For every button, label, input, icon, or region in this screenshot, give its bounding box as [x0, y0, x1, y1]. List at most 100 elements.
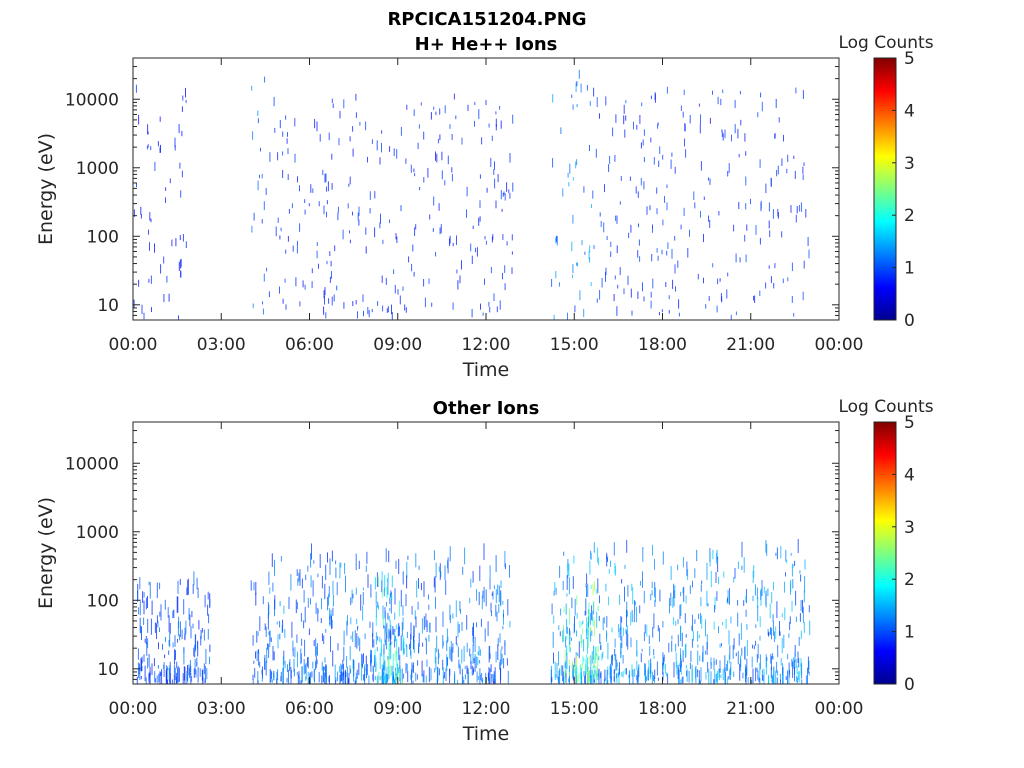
count-mark: [269, 668, 271, 683]
count-mark: [635, 186, 637, 194]
count-mark: [563, 670, 565, 676]
count-mark: [451, 647, 453, 662]
count-mark: [554, 661, 556, 678]
count-mark: [354, 630, 356, 648]
count-mark: [659, 627, 660, 642]
count-mark: [482, 677, 484, 683]
count-mark: [594, 669, 596, 676]
count-mark: [363, 674, 364, 681]
count-mark: [284, 629, 286, 638]
count-mark: [406, 663, 408, 671]
count-mark: [696, 549, 698, 562]
count-mark: [179, 235, 181, 241]
count-mark: [596, 97, 598, 107]
count-mark: [714, 669, 716, 684]
count-mark: [304, 664, 306, 674]
count-mark: [657, 677, 659, 681]
count-mark: [378, 605, 379, 610]
count-mark: [589, 144, 590, 152]
count-mark: [186, 674, 188, 681]
count-mark: [651, 590, 653, 596]
count-mark: [666, 250, 668, 256]
count-mark: [328, 593, 329, 606]
count-mark: [499, 300, 501, 310]
count-mark: [268, 631, 270, 636]
count-mark: [470, 243, 472, 252]
plot-area: [132, 421, 840, 685]
count-mark: [556, 235, 557, 243]
count-mark: [319, 554, 321, 568]
count-mark: [752, 668, 754, 684]
count-mark: [599, 633, 601, 644]
count-mark: [300, 653, 302, 663]
count-mark: [177, 668, 178, 683]
count-mark: [361, 663, 363, 681]
count-mark: [342, 229, 344, 240]
count-mark: [346, 620, 348, 636]
count-mark: [174, 137, 176, 148]
count-mark: [794, 666, 795, 682]
count-mark: [740, 623, 742, 640]
count-mark: [426, 620, 428, 633]
count-mark: [326, 211, 327, 218]
count-mark: [398, 626, 400, 636]
count-mark: [376, 140, 378, 151]
count-mark: [270, 670, 272, 683]
count-mark: [331, 550, 333, 562]
count-mark: [684, 123, 686, 132]
count-mark: [262, 596, 264, 605]
count-mark: [268, 571, 270, 585]
count-mark: [329, 276, 331, 283]
count-mark: [254, 668, 256, 678]
count-mark: [580, 83, 582, 93]
count-mark: [761, 101, 763, 112]
count-mark: [373, 639, 375, 648]
count-mark: [315, 656, 317, 669]
count-mark: [473, 658, 475, 663]
count-mark: [438, 668, 440, 676]
count-mark: [681, 676, 683, 684]
count-mark: [601, 653, 603, 661]
count-mark: [396, 638, 398, 647]
count-mark: [753, 295, 754, 301]
count-mark: [744, 646, 746, 660]
count-mark: [457, 621, 459, 638]
count-mark: [392, 671, 394, 678]
count-mark: [449, 238, 450, 246]
count-mark: [493, 585, 495, 589]
count-mark: [386, 586, 388, 599]
count-mark: [353, 665, 355, 682]
count-mark: [787, 277, 789, 282]
count-mark: [604, 669, 606, 682]
count-mark: [138, 114, 140, 125]
count-mark: [738, 633, 740, 646]
count-mark: [724, 129, 726, 139]
count-mark: [722, 668, 724, 681]
count-mark: [597, 673, 599, 677]
count-mark: [464, 547, 466, 565]
count-mark: [500, 580, 502, 589]
count-mark: [512, 182, 514, 192]
count-mark: [596, 665, 598, 680]
count-mark: [472, 651, 474, 664]
count-mark: [756, 587, 758, 600]
count-mark: [781, 637, 783, 654]
count-mark: [666, 184, 668, 188]
count-mark: [741, 541, 743, 558]
count-mark: [727, 171, 729, 177]
colorbar: [873, 421, 897, 685]
count-mark: [797, 671, 799, 680]
count-mark: [795, 659, 797, 668]
colorbar-tick-label: 5: [904, 413, 915, 433]
count-mark: [639, 115, 641, 124]
count-mark: [722, 622, 724, 626]
count-mark: [796, 677, 798, 684]
count-mark: [425, 613, 427, 628]
count-mark: [620, 642, 622, 654]
count-mark: [321, 661, 323, 671]
count-mark: [487, 672, 489, 681]
count-mark: [715, 659, 717, 665]
count-mark: [734, 568, 736, 579]
count-mark: [496, 611, 498, 622]
count-mark: [352, 631, 354, 642]
